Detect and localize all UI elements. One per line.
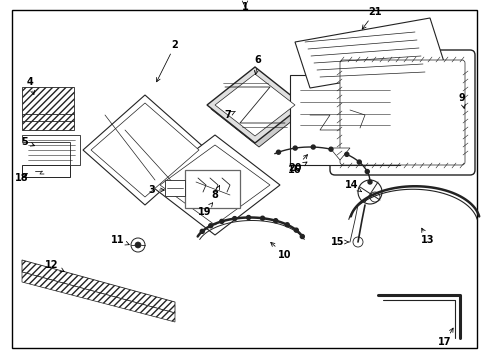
Text: 14: 14 <box>345 180 361 192</box>
Circle shape <box>200 229 204 233</box>
Text: 12: 12 <box>45 260 64 271</box>
Polygon shape <box>160 145 269 225</box>
Circle shape <box>276 150 280 154</box>
FancyBboxPatch shape <box>339 60 464 165</box>
Polygon shape <box>22 260 175 313</box>
Circle shape <box>367 180 371 184</box>
Text: 19: 19 <box>198 203 212 217</box>
Text: 16: 16 <box>287 162 306 175</box>
Bar <box>22 114 74 122</box>
Text: 4: 4 <box>26 77 35 95</box>
Polygon shape <box>329 148 349 160</box>
Polygon shape <box>22 272 175 322</box>
Polygon shape <box>215 74 294 136</box>
Text: 8: 8 <box>211 186 219 200</box>
Bar <box>22 121 74 130</box>
Circle shape <box>357 160 361 164</box>
Text: 5: 5 <box>21 137 35 147</box>
Text: 2: 2 <box>156 40 178 82</box>
Circle shape <box>328 147 332 151</box>
Circle shape <box>260 216 264 220</box>
Polygon shape <box>91 103 199 197</box>
Polygon shape <box>294 18 444 88</box>
Circle shape <box>135 242 141 248</box>
Circle shape <box>246 216 250 220</box>
Bar <box>22 165 70 177</box>
Text: 7: 7 <box>224 110 235 120</box>
Circle shape <box>285 223 288 227</box>
Circle shape <box>293 146 297 150</box>
Circle shape <box>365 170 368 174</box>
Circle shape <box>294 228 298 232</box>
Bar <box>184 170 240 208</box>
Polygon shape <box>206 67 303 143</box>
Text: 6: 6 <box>254 55 261 75</box>
Polygon shape <box>22 135 80 165</box>
Polygon shape <box>83 95 206 205</box>
Circle shape <box>344 152 348 156</box>
Bar <box>289 75 399 165</box>
Circle shape <box>300 234 304 239</box>
Circle shape <box>219 219 224 224</box>
FancyBboxPatch shape <box>329 50 474 175</box>
Bar <box>164 180 184 196</box>
Text: 11: 11 <box>111 235 129 245</box>
Circle shape <box>232 217 236 221</box>
Text: 1: 1 <box>241 2 248 12</box>
Bar <box>22 87 74 115</box>
Text: 18: 18 <box>15 173 29 183</box>
Text: 3: 3 <box>148 185 164 195</box>
Text: 21: 21 <box>362 7 381 29</box>
Text: 20: 20 <box>287 155 307 173</box>
Text: 13: 13 <box>420 228 434 245</box>
Text: 10: 10 <box>270 242 291 260</box>
Circle shape <box>310 145 315 149</box>
Circle shape <box>208 224 212 228</box>
Text: 17: 17 <box>437 328 452 347</box>
Text: 9: 9 <box>458 93 465 108</box>
Circle shape <box>273 219 277 223</box>
Text: 15: 15 <box>330 237 348 247</box>
Polygon shape <box>150 135 280 235</box>
Polygon shape <box>210 71 306 147</box>
